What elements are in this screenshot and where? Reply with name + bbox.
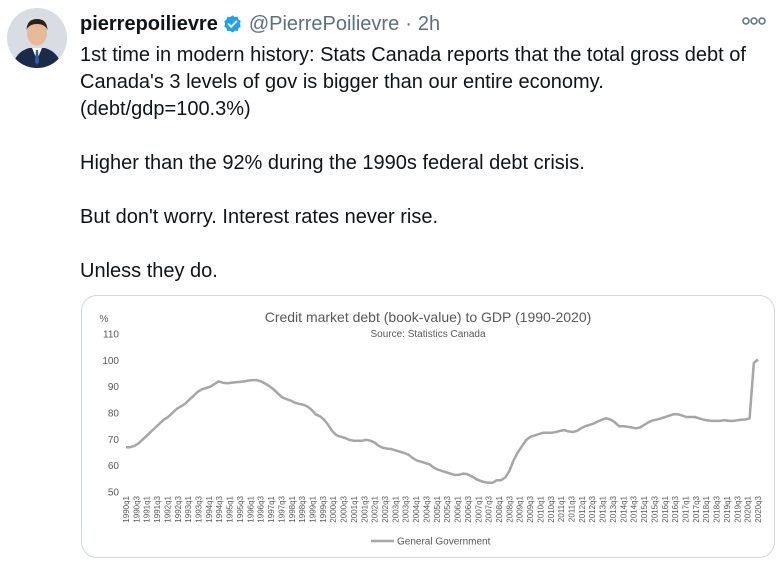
x-tick-label: 1996q3 [257,495,266,522]
x-tick-label: 1998q1 [288,495,297,522]
x-tick-label: 1994q1 [205,495,214,522]
debt-to-gdp-chart: Credit market debt (book-value) to GDP (… [100,309,763,548]
y-axis-unit-label: % [100,314,109,325]
tweet-line: Unless they do. [80,260,218,282]
x-tick-label: 2006q3 [464,495,473,522]
x-tick-label: 2011q1 [557,495,566,522]
series-line-general-government [126,358,759,485]
x-tick-label: 2019q3 [733,495,742,522]
x-tick-label: 2006q1 [454,495,463,522]
x-tick-label: 2004q3 [423,495,432,522]
x-tick-label: 2003q3 [402,495,411,522]
x-tick-label: 2013q1 [599,495,608,522]
x-tick-label: 2015q1 [640,495,649,522]
x-tick-label: 1999q3 [319,495,328,522]
x-tick-label: 2014q1 [619,495,628,522]
x-tick-label: 2008q1 [495,495,504,522]
x-tick-label: 2007q1 [474,495,483,522]
x-tick-label: 2018q1 [702,495,711,522]
profile-photo [7,8,67,68]
tweet-media-image[interactable]: Credit market debt (book-value) to GDP (… [81,295,775,558]
x-tick-label: 2010q1 [536,495,545,522]
x-tick-label: 2017q3 [692,495,701,522]
tweet-line: (debt/gdp=100.3%) [80,98,251,120]
x-tick-label: 1994q3 [215,495,224,522]
chart-title: Credit market debt (book-value) to GDP (… [265,309,592,325]
tweet-text: 1st time in modern history: Stats Canada… [80,42,770,285]
tweet-line: Canada's 3 levels of gov is bigger than … [80,71,604,93]
y-tick-label: 110 [103,330,119,341]
x-tick-label: 2012q1 [578,495,587,522]
x-tick-label: 2017q1 [682,495,691,522]
y-tick-label: 60 [108,461,120,472]
x-tick-label: 2014q3 [630,495,639,522]
x-tick-label: 1997q3 [277,495,286,522]
x-tick-label: 2011q3 [568,495,577,522]
y-tick-label: 100 [102,356,119,367]
x-tick-label: 2013q3 [609,495,618,522]
x-tick-label: 1993q3 [195,495,204,522]
x-tick-label: 2009q1 [516,495,525,522]
more-options-icon[interactable] [741,14,767,28]
x-tick-label: 2012q3 [588,495,597,522]
y-axis: 50 60 70 80 90 100 110 [102,330,119,499]
x-tick-label: 1991q1 [143,495,152,522]
x-tick-label: 2001q1 [350,495,359,522]
x-tick-label: 1992q3 [174,495,183,522]
verified-badge-icon[interactable] [222,14,243,35]
y-tick-label: 90 [108,382,120,393]
display-name[interactable]: pierrepoilievre [80,12,218,35]
separator-dot: · [405,12,412,35]
series-layer [126,358,759,485]
chart-subtitle: Source: Statistics Canada [370,329,485,340]
user-handle[interactable]: @PierrePoilievre [248,12,400,35]
x-tick-label: 2000q1 [329,495,338,522]
x-tick-label: 1999q1 [309,495,318,522]
tweet-line: Higher than the 92% during the 1990s fed… [80,152,585,174]
y-tick-label: 50 [108,488,120,499]
x-tick-label: 2002q1 [371,495,380,522]
x-tick-label: 2015q3 [650,495,659,522]
x-axis: 1990q1 1990q3 1991q1 1991q3 1992q1 1992q3 1993… [122,495,763,522]
tweet-header: pierrepoilievre @PierrePoilievre · 2h [80,11,440,37]
x-tick-label: 1991q3 [153,495,162,522]
x-tick-label: 1995q1 [226,495,235,522]
x-tick-label: 1998q3 [298,495,307,522]
x-tick-label: 2007q3 [485,495,494,522]
tweet-line: But don't worry. Interest rates never ri… [80,206,439,228]
x-tick-label: 2001q3 [360,495,369,522]
x-tick-label: 1995q3 [236,495,245,522]
legend-label: General Government [397,537,491,548]
x-tick-label: 2009q3 [526,495,535,522]
x-tick-label: 2020q3 [754,495,763,522]
x-tick-label: 1990q3 [132,495,141,522]
tweet-line: 1st time in modern history: Stats Canada… [80,44,746,66]
x-tick-label: 2005q1 [433,495,442,522]
x-tick-label: 1997q1 [267,495,276,522]
x-tick-label: 1990q1 [122,495,131,522]
chart-legend: General Government [371,537,491,548]
x-tick-label: 1992q1 [163,495,172,522]
x-tick-label: 2004q1 [412,495,421,522]
x-tick-label: 2010q3 [547,495,556,522]
x-tick-label: 2018q3 [713,495,722,522]
y-tick-label: 80 [108,409,120,420]
x-tick-label: 2019q1 [723,495,732,522]
x-tick-label: 2016q3 [671,495,680,522]
x-tick-label: 2016q1 [661,495,670,522]
y-tick-label: 70 [108,435,120,446]
x-tick-label: 1996q1 [246,495,255,522]
x-tick-label: 2005q3 [443,495,452,522]
x-tick-label: 1993q1 [184,495,193,522]
x-tick-label: 2002q3 [381,495,390,522]
x-tick-label: 2008q3 [505,495,514,522]
avatar[interactable] [7,8,67,68]
x-tick-label: 2000q3 [340,495,349,522]
x-tick-label: 2020q1 [744,495,753,522]
x-tick-label: 2003q1 [391,495,400,522]
tweet-timestamp[interactable]: 2h [417,12,441,35]
